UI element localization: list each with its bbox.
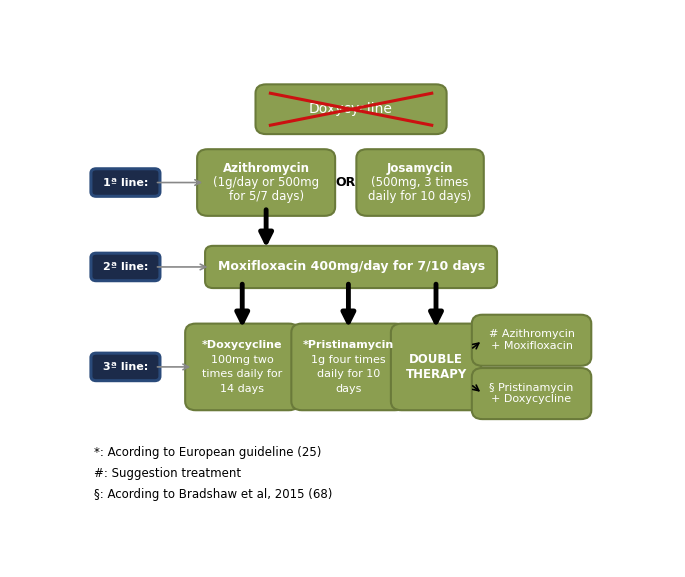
Text: (500mg, 3 times: (500mg, 3 times <box>371 176 469 189</box>
Text: 1g four times: 1g four times <box>311 355 386 365</box>
Text: daily for 10: daily for 10 <box>316 369 380 379</box>
FancyBboxPatch shape <box>291 324 406 410</box>
Text: 2ª line:: 2ª line: <box>103 262 148 272</box>
Text: times daily for: times daily for <box>202 369 282 379</box>
Text: 14 days: 14 days <box>221 384 264 394</box>
FancyBboxPatch shape <box>197 149 335 216</box>
Text: *: Acording to European guideline (25): *: Acording to European guideline (25) <box>94 445 321 459</box>
Text: # Azithromycin
+ Moxifloxacin: # Azithromycin + Moxifloxacin <box>488 329 575 351</box>
FancyBboxPatch shape <box>472 314 591 366</box>
Text: Moxifloxacin 400mg/day for 7/10 days: Moxifloxacin 400mg/day for 7/10 days <box>218 260 484 273</box>
Text: § Pristinamycin
+ Doxycycline: § Pristinamycin + Doxycycline <box>489 383 574 404</box>
FancyBboxPatch shape <box>185 324 299 410</box>
Text: days: days <box>335 384 362 394</box>
FancyBboxPatch shape <box>256 84 447 134</box>
Text: *Doxycycline: *Doxycycline <box>202 340 282 350</box>
Text: *Pristinamycin: *Pristinamycin <box>303 340 394 350</box>
Text: Azithromycin: Azithromycin <box>223 162 310 175</box>
FancyBboxPatch shape <box>91 253 160 281</box>
Text: for 5/7 days): for 5/7 days) <box>229 190 303 203</box>
FancyBboxPatch shape <box>472 368 591 419</box>
Text: DOUBLE
THERAPY: DOUBLE THERAPY <box>406 353 466 381</box>
Text: 1ª line:: 1ª line: <box>103 178 148 188</box>
FancyBboxPatch shape <box>205 246 497 288</box>
Text: #: Suggestion treatment: #: Suggestion treatment <box>94 467 240 480</box>
Text: Doxycycline: Doxycycline <box>309 102 393 116</box>
Text: (1g/day or 500mg: (1g/day or 500mg <box>213 176 319 189</box>
Text: daily for 10 days): daily for 10 days) <box>369 190 472 203</box>
Text: §: Acording to Bradshaw et al, 2015 (68): §: Acording to Bradshaw et al, 2015 (68) <box>94 488 332 501</box>
Text: Josamycin: Josamycin <box>387 162 453 175</box>
Text: OR: OR <box>336 176 356 189</box>
FancyBboxPatch shape <box>91 353 160 381</box>
Text: 3ª line:: 3ª line: <box>103 362 148 372</box>
Text: 100mg two: 100mg two <box>211 355 273 365</box>
FancyBboxPatch shape <box>356 149 484 216</box>
FancyBboxPatch shape <box>391 324 481 410</box>
FancyBboxPatch shape <box>91 168 160 196</box>
